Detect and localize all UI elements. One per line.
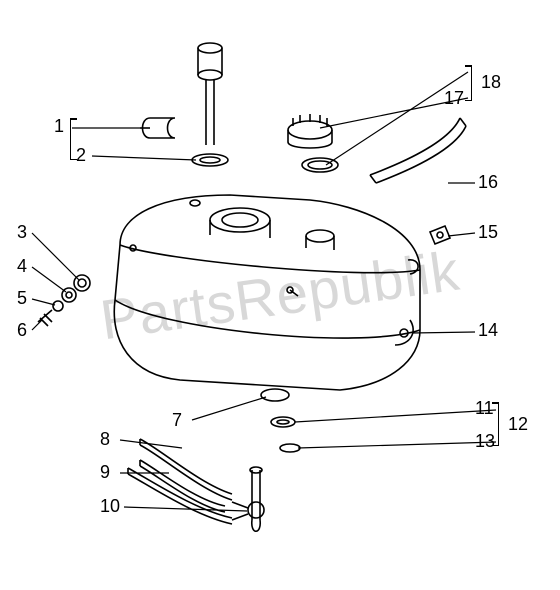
label-3: 3	[17, 222, 27, 243]
label-15: 15	[478, 222, 498, 243]
label-4: 4	[17, 256, 27, 277]
label-11: 11	[475, 398, 494, 419]
diagram-canvas: PartsRepublik	[0, 0, 560, 590]
label-1: 1	[54, 116, 64, 137]
bracket-17-18	[471, 65, 472, 101]
label-6: 6	[17, 320, 27, 341]
bracket-1-2	[70, 118, 71, 160]
label-16: 16	[478, 172, 498, 193]
label-5: 5	[17, 288, 27, 309]
label-7: 7	[172, 410, 182, 431]
label-14: 14	[478, 320, 498, 341]
label-8: 8	[100, 429, 110, 450]
label-10: 10	[100, 496, 120, 517]
label-12: 12	[508, 414, 528, 435]
label-9: 9	[100, 462, 110, 483]
label-13: 13	[475, 431, 495, 452]
label-18: 18	[481, 72, 501, 93]
tank-illustration	[0, 0, 560, 590]
bracket-11-13	[498, 402, 499, 446]
label-17: 17	[444, 88, 464, 109]
label-2: 2	[76, 145, 86, 166]
